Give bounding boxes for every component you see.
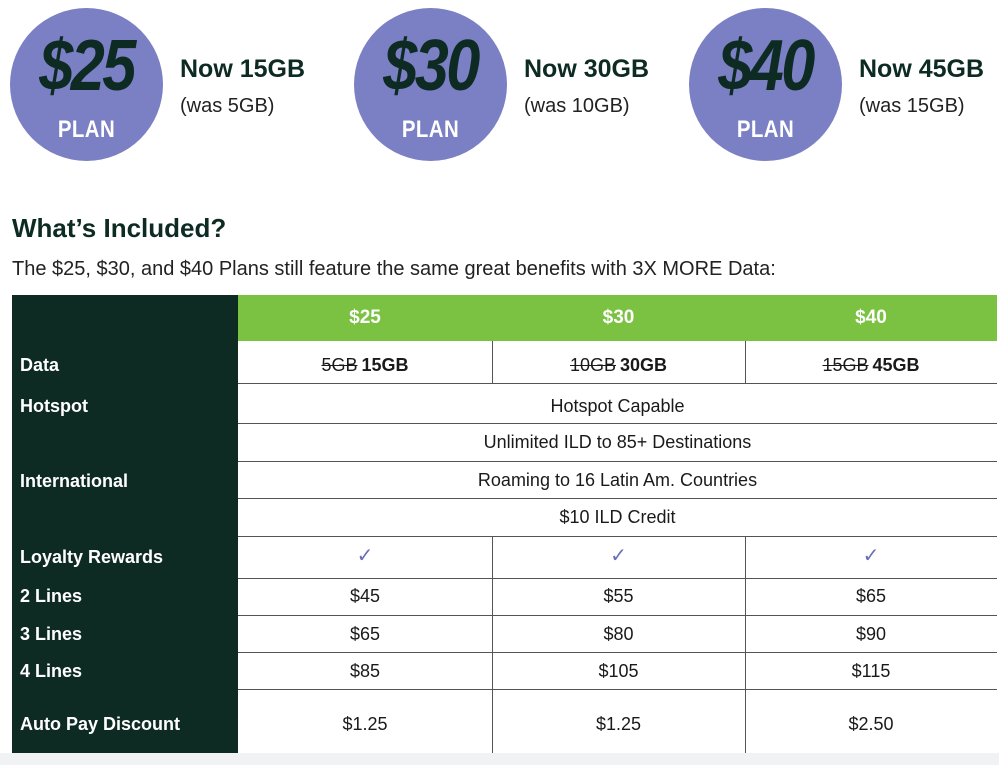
row-divider (238, 423, 997, 424)
row-label-column (12, 295, 238, 753)
header-25: $25 (349, 307, 381, 328)
international-cell: Unlimited ILD to 85+ Destinations (483, 432, 752, 452)
price-cell: $80 (603, 624, 634, 644)
row-label-auto-pay: Auto Pay Discount (20, 714, 181, 734)
price-cell: $85 (349, 661, 381, 681)
data-cell: 5GB 15GB (238, 355, 492, 376)
new-data-value: 45GB (872, 355, 920, 375)
old-data-value: 5GB (321, 355, 358, 375)
row-divider (238, 578, 997, 579)
section-subtitle: The $25, $30, and $40 Plans still featur… (12, 258, 776, 280)
row-divider (238, 615, 997, 616)
plan-now-data: Now 45GB (859, 55, 985, 83)
comparison-table: $25 $30 $40 Data Hotspot International L… (12, 295, 997, 753)
plan-badges: $25 PLAN Now 15GB (was 5GB) $30 PLAN Now… (0, 0, 999, 180)
hotspot-cell: Hotspot Capable (550, 396, 685, 416)
data-cell: 15GB 45GB (745, 355, 997, 376)
row-label-international: International (20, 471, 129, 491)
plan-price: $40 (718, 26, 815, 106)
check-icon: ✓ (356, 545, 374, 567)
price-cell: $45 (349, 586, 381, 606)
row-label-hotspot: Hotspot (20, 396, 88, 416)
check-icon: ✓ (610, 545, 627, 567)
price-cell: $115 (851, 661, 891, 681)
col-divider (492, 341, 493, 383)
price-cell: $90 (855, 624, 887, 644)
plan-now-data: Now 30GB (524, 55, 650, 83)
new-data-value: 30GB (620, 355, 668, 375)
row-label-loyalty: Loyalty Rewards (20, 547, 164, 567)
old-data-value: 15GB (822, 355, 869, 375)
col-divider (745, 536, 746, 753)
autopay-cell: $1.25 (342, 714, 388, 734)
row-label-4-lines: 4 Lines (20, 661, 83, 681)
price-cell: $65 (349, 624, 381, 644)
table-header-row: $25 $30 $40 (238, 295, 997, 341)
plan-label: PLAN (401, 116, 460, 143)
row-divider (238, 652, 997, 653)
col-divider (492, 536, 493, 753)
price-cell: $55 (603, 586, 634, 606)
international-cell: Roaming to 16 Latin Am. Countries (477, 470, 758, 490)
row-divider (238, 498, 997, 499)
autopay-cell: $2.50 (848, 714, 894, 734)
section-title: What’s Included? (12, 213, 227, 243)
row-label-data: Data (20, 355, 60, 375)
plan-circle: $40 PLAN (689, 8, 842, 161)
plan-label: PLAN (736, 116, 795, 143)
new-data-value: 15GB (361, 355, 409, 375)
plan-was-data: (was 10GB) (524, 95, 630, 117)
plan-circle: $25 PLAN (10, 8, 163, 161)
price-cell: $65 (855, 586, 887, 606)
autopay-cell: $1.25 (595, 714, 642, 734)
row-label-2-lines: 2 Lines (20, 586, 83, 606)
header-30: $30 (602, 307, 635, 328)
col-divider (745, 341, 746, 383)
plan-price: $30 (383, 26, 480, 106)
row-label-3-lines: 3 Lines (20, 624, 83, 644)
old-data-value: 10GB (569, 355, 616, 375)
plan-price: $25 (39, 26, 136, 106)
row-divider (238, 689, 997, 690)
plan-now-data: Now 15GB (180, 55, 306, 83)
plan-label: PLAN (57, 116, 116, 143)
row-divider (238, 383, 997, 384)
plan-was-data: (was 5GB) (180, 95, 275, 117)
row-divider (238, 461, 997, 462)
row-divider (238, 536, 997, 537)
plan-circle: $30 PLAN (354, 8, 507, 161)
data-cell: 10GB 30GB (492, 355, 745, 376)
price-cell: $105 (598, 661, 639, 681)
bottom-strip (0, 753, 999, 765)
international-cell: $10 ILD Credit (559, 507, 676, 527)
header-40: $40 (855, 307, 887, 328)
check-icon: ✓ (862, 545, 880, 567)
plan-was-data: (was 15GB) (859, 95, 965, 117)
